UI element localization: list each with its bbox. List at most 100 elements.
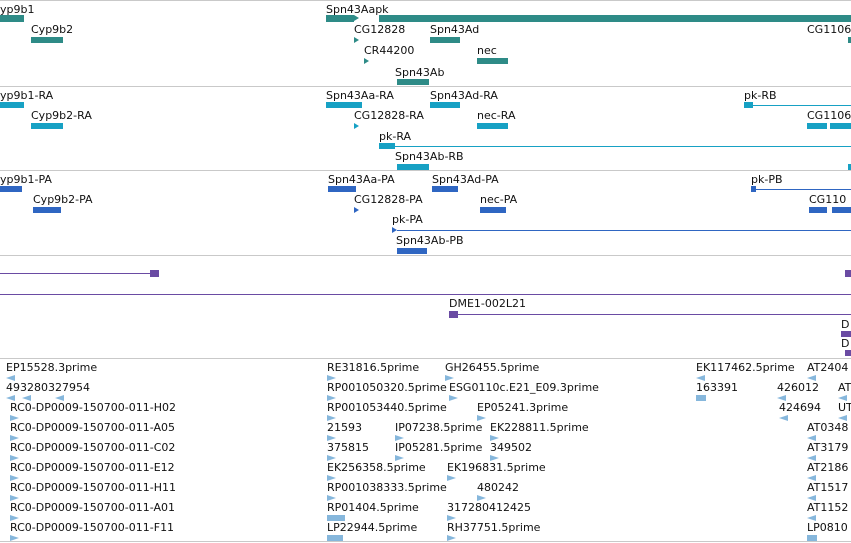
transcript-feature[interactable] [848,164,851,170]
est-label[interactable]: RE31816.5prime [327,361,420,374]
clone-feature[interactable] [150,270,159,277]
est-feature[interactable] [327,535,343,541]
est-arrow[interactable] [327,495,336,501]
est-label[interactable]: RC0-DP0009-150700-011-H02 [10,401,177,414]
gene-label[interactable]: Cyp9b2 [31,23,74,36]
est-arrow[interactable] [445,375,454,381]
gene-feature[interactable] [31,37,63,43]
transcript-label[interactable]: pk-RB [744,89,777,102]
est-label[interactable]: EK228811.5prime [490,421,589,434]
est-arrow[interactable] [807,435,816,441]
gene-label[interactable]: CR44200 [364,44,415,57]
clone-label[interactable]: D [841,318,850,331]
est-label[interactable]: AT2404 [807,361,849,374]
protein-feature[interactable] [33,207,61,213]
est-arrow[interactable] [807,455,816,461]
est-label[interactable]: EK256358.5prime [327,461,426,474]
est-arrow[interactable] [10,535,19,541]
protein-label[interactable]: Cyp9b2-PA [33,193,93,206]
est-arrow[interactable] [838,395,847,401]
protein-label[interactable]: CG110 [809,193,847,206]
gene-feature[interactable] [848,37,851,43]
transcript-feature[interactable] [397,164,429,170]
est-arrow[interactable] [777,395,786,401]
est-label[interactable]: AT3179 [807,441,849,454]
est-arrow[interactable] [327,415,336,421]
est-label[interactable]: 480242 [477,481,519,494]
est-arrow[interactable] [327,475,336,481]
est-arrow[interactable] [838,415,847,421]
transcript-feature[interactable] [326,102,362,108]
transcript-label[interactable]: CG12828-RA [354,109,424,122]
transcript-feature[interactable] [430,102,460,108]
est-arrow[interactable] [779,415,788,421]
transcript-feature[interactable] [0,102,24,108]
est-label[interactable]: RP001050320.5prime [327,381,447,394]
protein-feature[interactable] [832,207,851,213]
gene-label[interactable]: nec [477,44,497,57]
transcript-feature[interactable] [744,102,753,108]
est-arrow[interactable] [327,435,336,441]
est-label[interactable]: GH26455.5prime [445,361,540,374]
protein-label[interactable]: yp9b1-PA [0,173,52,186]
est-label[interactable]: AT1152 [807,501,849,514]
transcript-label[interactable]: pk-RA [379,130,412,143]
est-arrow[interactable] [395,455,404,461]
protein-label[interactable]: Spn43Ab-PB [396,234,464,247]
protein-label[interactable]: nec-PA [480,193,518,206]
est-label[interactable]: RP001053440.5prime [327,401,447,414]
est-label[interactable]: AT1517 [807,481,849,494]
est-label[interactable]: RP001038333.5prime [327,481,447,494]
est-label[interactable]: RC0-DP0009-150700-011-H11 [10,481,177,494]
est-label[interactable]: EK117462.5prime [696,361,795,374]
est-feature[interactable] [327,515,345,521]
est-label[interactable]: 349502 [490,441,532,454]
est-arrow[interactable] [807,495,816,501]
est-arrow[interactable] [327,395,336,401]
est-label[interactable]: AT0348 [807,421,849,434]
est-arrow[interactable] [477,495,486,501]
transcript-feature[interactable] [477,123,508,129]
est-arrow[interactable] [395,435,404,441]
est-arrow[interactable] [6,375,15,381]
protein-feature[interactable] [397,248,427,254]
est-arrow[interactable] [447,535,456,541]
transcript-label[interactable]: Spn43Ad-RA [430,89,498,102]
est-arrow[interactable] [10,455,19,461]
est-arrow[interactable] [327,455,336,461]
protein-feature[interactable] [432,186,458,192]
clone-label[interactable]: D [841,337,850,350]
est-label[interactable]: RC0-DP0009-150700-011-F11 [10,521,175,534]
protein-label[interactable]: Spn43Aa-PA [328,173,395,186]
protein-label[interactable]: pk-PA [392,213,423,226]
est-label[interactable]: EP15528.3prime [6,361,98,374]
est-label[interactable]: RH37751.5prime [447,521,541,534]
est-arrow[interactable] [10,495,19,501]
est-arrow[interactable] [477,415,486,421]
transcript-feature[interactable] [31,123,63,129]
est-feature[interactable] [807,535,817,541]
est-label[interactable]: LP22944.5prime [327,521,418,534]
est-arrow[interactable] [22,395,31,401]
gene-feature[interactable] [477,58,508,64]
est-arrow[interactable] [55,395,64,401]
est-arrow[interactable] [447,475,456,481]
gene-label[interactable]: CG12828 [354,23,406,36]
est-feature[interactable] [696,395,706,401]
est-label[interactable]: 375815 [327,441,369,454]
est-label[interactable]: AT2186 [807,461,849,474]
est-label[interactable]: IP05281.5prime [395,441,483,454]
gene-feature[interactable] [326,15,354,22]
est-arrow[interactable] [490,455,499,461]
est-arrow[interactable] [807,515,816,521]
est-label[interactable]: RC0-DP0009-150700-011-A01 [10,501,176,514]
transcript-label[interactable]: Cyp9b2-RA [31,109,92,122]
transcript-label[interactable]: Spn43Aa-RA [326,89,394,102]
transcript-feature[interactable] [807,123,827,129]
est-label[interactable]: IP07238.5prime [395,421,483,434]
gene-feature[interactable] [397,79,429,85]
protein-feature[interactable] [480,207,506,213]
est-label[interactable]: 317280412425 [447,501,531,514]
est-arrow[interactable] [327,375,336,381]
